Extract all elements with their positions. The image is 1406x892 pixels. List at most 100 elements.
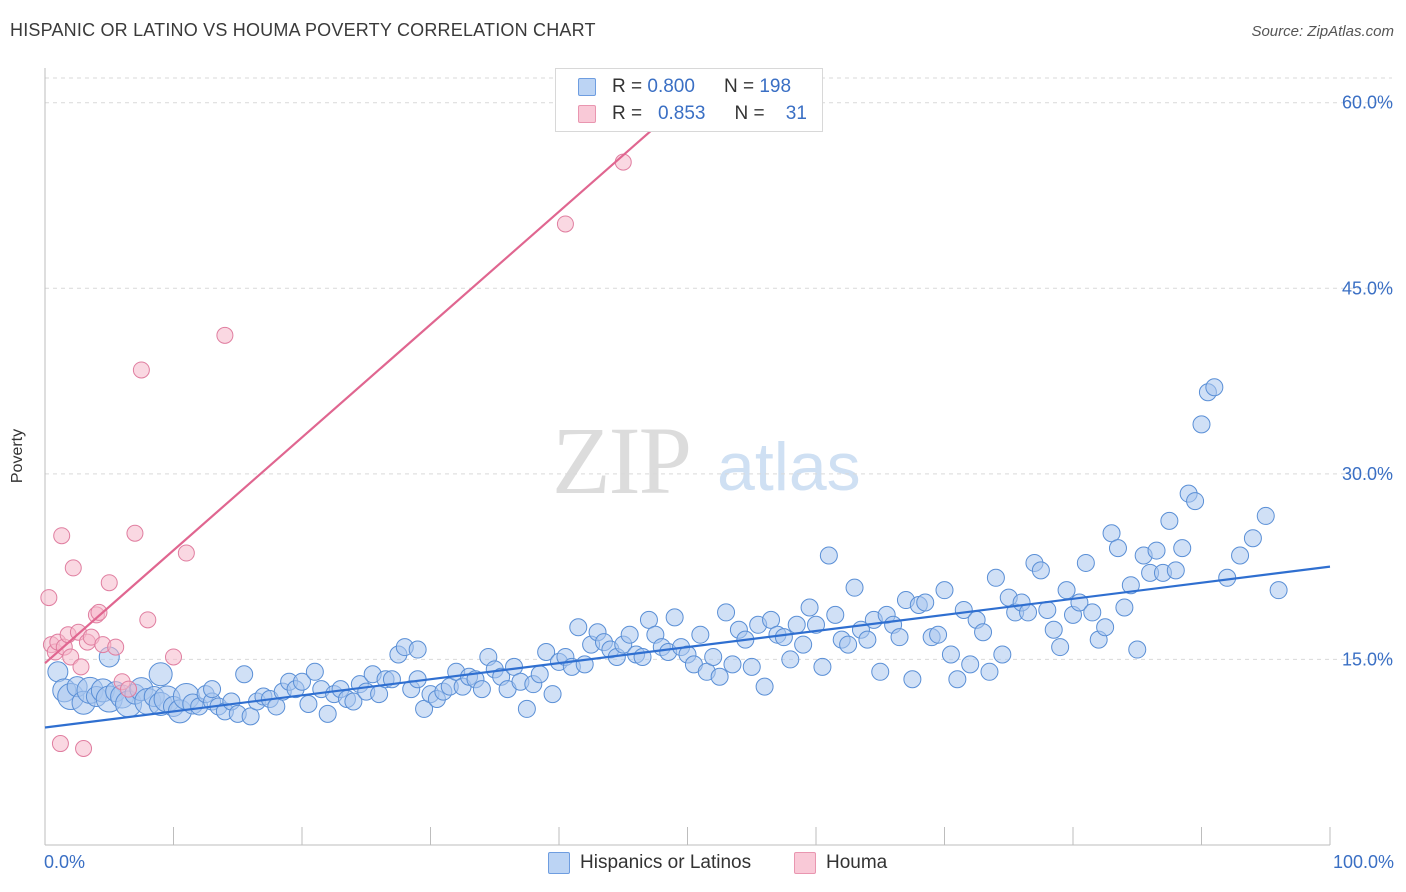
legend-r-label: R = xyxy=(612,103,643,124)
hispanic-point xyxy=(1231,546,1250,565)
hispanic-point xyxy=(1256,506,1275,525)
houma-point xyxy=(132,361,150,379)
hispanic-point xyxy=(203,680,222,699)
houma-point xyxy=(556,215,574,233)
hispanic-point xyxy=(1102,524,1121,543)
hispanic-point xyxy=(639,610,658,629)
houma-point xyxy=(51,735,69,753)
hispanic-point xyxy=(472,680,491,699)
watermark-atlas: atlas xyxy=(717,429,861,505)
houma-point xyxy=(90,603,108,621)
hispanic-point xyxy=(1160,511,1179,530)
legend-r-value: 0.800 xyxy=(647,76,695,97)
hispanic-point xyxy=(665,608,684,627)
houma-point xyxy=(107,638,125,656)
y-tick-label: 60.0% xyxy=(1342,93,1393,113)
hispanic-point xyxy=(903,670,922,689)
x-tick-label-min: 0.0% xyxy=(44,852,86,872)
hispanic-point xyxy=(961,655,980,674)
series-legend: Hispanics or Latinos Houma xyxy=(0,852,1406,878)
legend-label-houma: Houma xyxy=(826,852,888,873)
hispanic-point xyxy=(148,662,173,687)
legend-item-houma[interactable]: Houma xyxy=(794,852,887,874)
hispanic-point xyxy=(807,615,825,634)
legend-swatch-pink xyxy=(578,105,596,123)
houma-point xyxy=(139,611,157,629)
hispanic-point xyxy=(1173,539,1192,558)
hispanic-point xyxy=(305,662,324,681)
hispanic-point xyxy=(929,625,948,644)
houma-point xyxy=(177,544,195,562)
hispanic-point xyxy=(980,662,999,681)
hispanic-point xyxy=(710,667,729,686)
hispanic-point xyxy=(1115,598,1134,617)
houma-point xyxy=(53,527,71,545)
hispanic-point xyxy=(723,655,742,674)
watermark-zip: ZIP xyxy=(552,407,692,514)
hispanic-point xyxy=(774,628,793,647)
hispanic-point xyxy=(415,699,434,718)
houma-point xyxy=(216,326,234,344)
hispanic-point xyxy=(986,568,1005,587)
legend-n-value: 198 xyxy=(759,76,792,97)
hispanic-point xyxy=(845,578,864,597)
legend-n-label: N = xyxy=(723,76,755,97)
hispanic-point xyxy=(941,645,960,664)
hispanic-point xyxy=(762,610,781,629)
hispanic-point xyxy=(1096,618,1115,637)
hispanic-point xyxy=(755,677,774,696)
correlation-legend: R = 0.800 N = 198 R = 0.853 N = 31 xyxy=(555,68,823,132)
hispanic-point xyxy=(948,670,967,689)
hispanic-point xyxy=(517,699,536,718)
legend-swatch-blue xyxy=(578,78,596,96)
hispanic-point xyxy=(916,593,935,612)
hispanic-point xyxy=(235,665,254,684)
hispanic-point xyxy=(1076,553,1095,572)
hispanic-point xyxy=(742,657,761,676)
houma-point xyxy=(120,680,138,698)
hispanic-point xyxy=(839,635,858,654)
hispanic-point xyxy=(1057,581,1076,600)
legend-item-hispanics[interactable]: Hispanics or Latinos xyxy=(548,852,751,874)
legend-n-label: N = xyxy=(734,103,765,124)
source-label: Source: ZipAtlas.com xyxy=(1251,23,1394,40)
hispanic-point xyxy=(1128,640,1147,659)
hispanic-point xyxy=(800,598,819,617)
hispanic-point xyxy=(1243,529,1262,548)
houma-point xyxy=(64,559,82,577)
hispanic-point xyxy=(537,643,556,662)
hispanic-point xyxy=(1192,415,1211,434)
hispanic-point xyxy=(974,623,993,642)
hispanic-point xyxy=(318,704,337,723)
y-tick-label: 30.0% xyxy=(1342,464,1393,484)
legend-n-value: 31 xyxy=(785,103,807,124)
hispanic-point xyxy=(1044,620,1063,639)
houma-point xyxy=(72,658,90,676)
hispanic-point xyxy=(993,645,1012,664)
hispanic-point xyxy=(569,618,588,637)
x-tick-label-max: 100.0% xyxy=(1332,852,1394,872)
y-tick-label: 45.0% xyxy=(1342,278,1393,298)
hispanic-point xyxy=(530,665,549,684)
hispanic-point xyxy=(717,603,736,622)
houma-trend-line xyxy=(44,120,663,664)
houma-point xyxy=(40,589,58,607)
legend-r-value: 0.853 xyxy=(657,103,706,124)
hispanic-point xyxy=(1083,603,1102,622)
houma-point xyxy=(126,524,144,542)
hispanic-point xyxy=(1038,600,1057,619)
hispanic-point xyxy=(1205,378,1224,397)
hispanic-point xyxy=(1166,561,1185,580)
hispanic-point xyxy=(826,605,845,624)
hispanic-point xyxy=(890,628,909,647)
hispanic-point xyxy=(691,625,710,644)
hispanic-point xyxy=(344,692,363,711)
hispanic-point xyxy=(871,662,890,681)
hispanic-point xyxy=(819,546,838,565)
hispanic-point xyxy=(787,615,806,634)
hispanic-point xyxy=(1031,561,1050,580)
hispanic-point xyxy=(293,672,311,691)
legend-row-houma: R = 0.853 N = 31 xyxy=(578,102,807,126)
houma-point xyxy=(62,648,80,666)
